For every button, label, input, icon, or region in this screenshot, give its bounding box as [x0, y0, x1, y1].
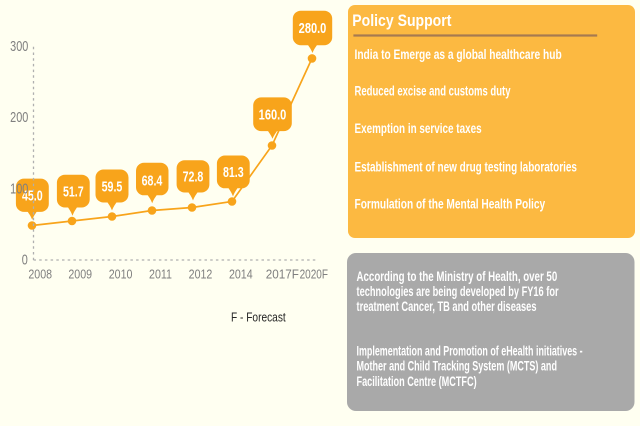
svg-text:Policy Support: Policy Support — [352, 12, 451, 30]
svg-text:Implementation and Promotion o: Implementation and Promotion of eHealth … — [357, 345, 583, 359]
svg-text:F - Forecast: F - Forecast — [231, 310, 286, 324]
svg-text:160.0: 160.0 — [259, 106, 287, 123]
svg-text:treatment Cancer, TB and other: treatment Cancer, TB and other diseases — [357, 300, 537, 314]
svg-text:0: 0 — [22, 251, 28, 268]
svg-text:2010: 2010 — [109, 266, 133, 281]
svg-text:2012: 2012 — [189, 266, 213, 281]
svg-text:2009: 2009 — [68, 266, 92, 281]
svg-text:2020F: 2020F — [300, 267, 328, 282]
svg-text:45.0: 45.0 — [22, 187, 43, 204]
svg-text:280.0: 280.0 — [299, 20, 327, 37]
svg-text:2011: 2011 — [149, 266, 172, 281]
svg-text:59.5: 59.5 — [102, 177, 123, 194]
svg-text:72.8: 72.8 — [183, 168, 204, 185]
svg-text:technologies are being develop: technologies are being developed by FY16… — [357, 286, 560, 300]
svg-text:2014: 2014 — [229, 266, 253, 281]
svg-text:India to Emerge as a global he: India to Emerge as a global healthcare h… — [355, 47, 562, 63]
svg-text:Exemption in service taxes: Exemption in service taxes — [355, 120, 482, 136]
svg-text:According to the Ministry of H: According to the Ministry of Health, ove… — [357, 269, 558, 284]
svg-text:81.3: 81.3 — [223, 163, 244, 180]
svg-text:Formulation of the Mental Heal: Formulation of the Mental Health Policy — [355, 196, 546, 212]
svg-text:Facilitation Centre (MCTFC): Facilitation Centre (MCTFC) — [357, 375, 477, 389]
svg-text:Mother and Child Tracking Syst: Mother and Child Tracking System (MCTS) … — [357, 360, 557, 374]
svg-text:2008: 2008 — [28, 266, 52, 281]
svg-text:51.7: 51.7 — [63, 183, 84, 200]
svg-text:68.4: 68.4 — [142, 171, 163, 188]
svg-text:Reduced excise and customs dut: Reduced excise and customs duty — [355, 84, 511, 99]
svg-text:Establishment of new drug test: Establishment of new drug testing labora… — [355, 159, 578, 175]
svg-text:200: 200 — [10, 109, 28, 126]
svg-text:100: 100 — [10, 180, 28, 197]
svg-text:300: 300 — [10, 37, 28, 54]
svg-text:2017F: 2017F — [266, 267, 300, 282]
